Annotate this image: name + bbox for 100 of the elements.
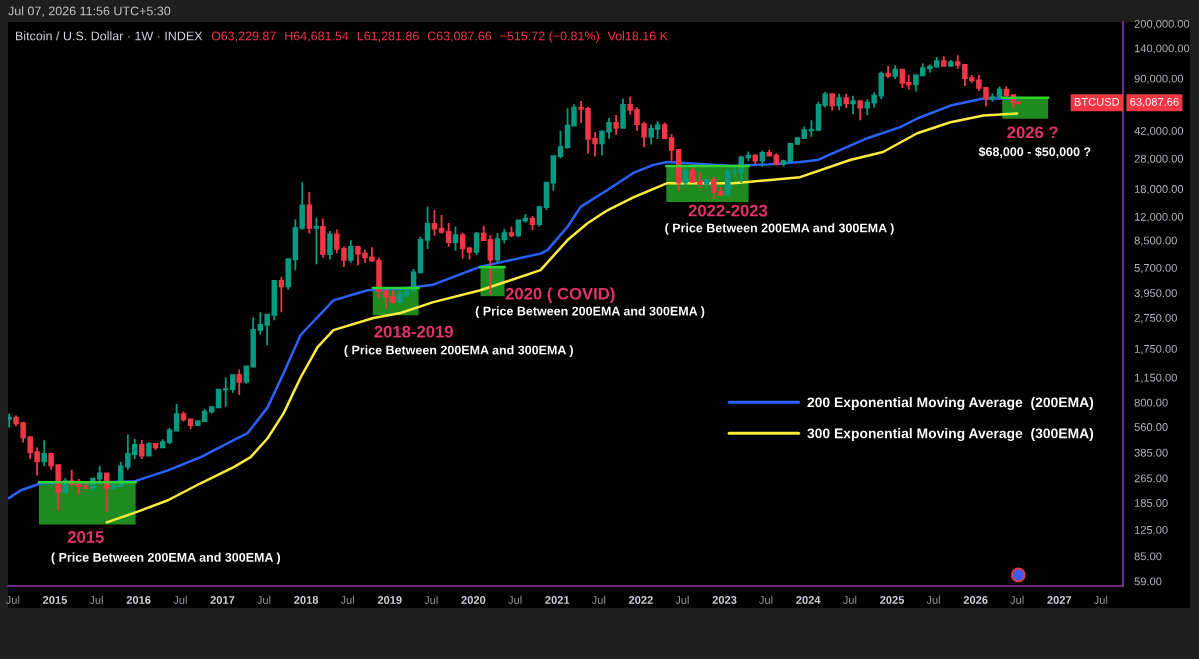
candlestick [187,418,194,431]
annotation: 2018-2019 [374,325,453,338]
y-tick-label: 8,500.00 [1134,236,1177,246]
y-tick-label: 265.00 [1134,474,1168,483]
candlestick [271,279,277,322]
candlestick [892,64,898,80]
x-tick-label: 2018 [294,596,319,604]
candlestick [445,222,452,248]
candlestick [285,258,291,291]
annotation: BTCUSD [1074,97,1120,106]
candlestick [201,407,208,423]
x-tick-label: 2025 [880,596,905,604]
x-tick-label: Jul [508,595,522,604]
candlestick [948,59,954,68]
candlestick [620,97,626,130]
candlestick [306,191,313,235]
candlestick [313,216,320,266]
candlestick [480,224,487,242]
x-tick-label: Jul [759,595,773,604]
candlestick [661,121,668,140]
x-tick-label: Jul [340,595,354,604]
annotation: ( Price Between 200EMA and 300EMA ) [344,345,573,357]
x-tick-label: Jul [5,595,20,604]
candlestick [759,149,766,168]
candlestick [501,227,508,245]
candlestick [180,410,187,423]
candlestick [208,405,215,415]
x-tick-label: Jul [842,595,857,604]
y-tick-label: 59.00 [1134,577,1162,586]
candlestick [152,442,159,451]
y-tick-label: 3,950.00 [1134,289,1177,299]
x-tick-label: 2023 [712,596,737,604]
candlestick [787,141,794,163]
candlestick [159,438,166,449]
annotation: 2015 [67,531,104,543]
x-tick-label: 2021 [545,596,570,604]
candlestick [522,213,529,224]
candlestick [348,239,354,264]
candlestick [703,177,710,189]
y-tick-label: 1,750.00 [1134,344,1177,355]
x-tick-label: Jul [591,595,606,604]
candlestick [857,99,863,122]
candlestick [829,92,835,112]
candlestick [508,225,515,239]
candlestick [878,70,884,100]
x-tick-label: Jul [926,595,940,604]
x-tick-label: 2026 [963,596,988,604]
candlestick [215,387,222,409]
legend-label: 300 Exponential Moving Average (300EMA) [807,428,1094,442]
candlestick [711,175,717,201]
candlestick [487,234,494,296]
y-tick-label: 2,750.00 [1134,313,1177,324]
y-tick-label: 90,000.00 [1134,74,1184,84]
candlestick [431,209,438,237]
y-tick-label: 5,700.00 [1134,263,1177,274]
annotation: ( Price Between 200EMA and 300EMA ) [475,306,705,318]
candlestick [473,231,480,257]
x-tick-label: 2016 [126,596,151,604]
annotation: C63,087.66 [427,31,492,42]
candlestick [941,55,947,68]
x-tick-label: 2015 [43,596,68,604]
candlestick [459,231,466,260]
x-tick-label: Jul [1010,595,1024,604]
candlestick [745,150,752,163]
candlestick [278,276,285,314]
x-tick-label: 2017 [210,596,235,604]
legend-label: 200 Exponential Moving Average (200EMA) [807,397,1094,411]
candlestick [166,427,173,445]
annotation: ( Price Between 200EMA and 300EMA ) [51,552,281,565]
annotation: −515.72 (−0.81%) [500,31,599,43]
annotation: H64,681.54 [285,31,349,42]
y-tick-label: 140,000.00 [1134,44,1190,54]
candlestick [773,152,780,167]
candlestick [529,215,536,232]
y-tick-label: 185.00 [1134,499,1168,507]
y-tick-label: 125.00 [1134,525,1168,534]
candlestick [885,64,891,79]
y-tick-label: 18,000.00 [1134,185,1184,195]
candlestick [194,419,201,427]
candlestick [424,205,431,250]
candlestick [550,154,557,192]
candlestick [794,135,801,146]
annotation: 2022-2023 [688,204,768,217]
annotation: 2026 ? [1007,126,1058,139]
x-tick-label: Jul [257,595,271,604]
annotation: $68,000 - $50,000 ? [978,146,1091,158]
candlestick [668,133,675,163]
candlestick [222,376,229,408]
candlestick [766,148,772,158]
candlestick [557,129,564,160]
x-tick-label: 2020 [461,596,486,604]
y-tick-label: 1,150.00 [1134,373,1177,383]
text: Bitcoin / U.S. Dollar · 1W · INDEX [16,31,203,41]
text: 63,087.66 [1130,97,1179,108]
candlestick [104,472,110,513]
y-tick-label: 28,000.00 [1134,154,1184,164]
candlestick [466,245,473,261]
candlestick [613,114,619,136]
x-tick-label: Jul [1093,595,1108,604]
candlestick [173,403,180,433]
